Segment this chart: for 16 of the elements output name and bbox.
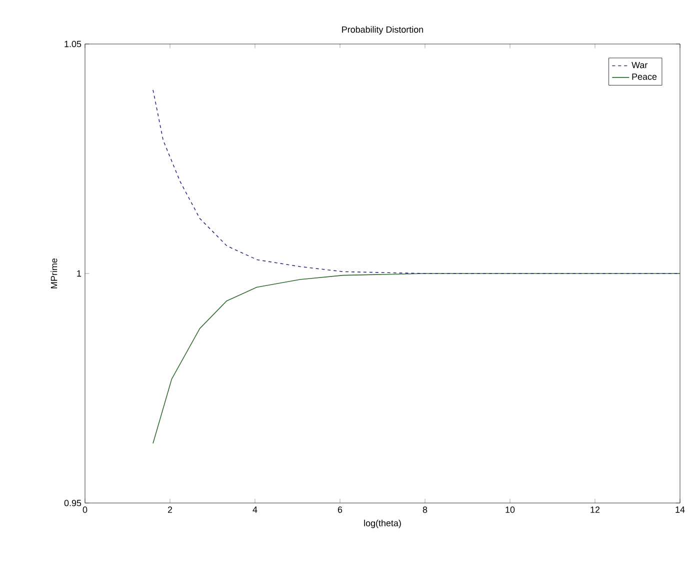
y-tick-label: 0.95 <box>64 500 82 506</box>
x-tick-label: 14 <box>676 506 685 513</box>
x-axis-title: log(theta) <box>364 520 401 528</box>
x-tick-label: 6 <box>338 506 342 513</box>
x-tick-label: 4 <box>252 506 258 513</box>
x-tick-label: 12 <box>590 506 600 513</box>
x-tick-label: 8 <box>422 506 428 513</box>
legend-label: War <box>632 62 648 68</box>
y-axis-title: MPrime <box>50 258 58 288</box>
x-tick-label: 10 <box>506 506 515 513</box>
y-tick-label: 1.05 <box>64 40 82 48</box>
y-tick-label: 1 <box>77 270 82 277</box>
x-tick-label: 0 <box>82 506 88 513</box>
chart-title: Probability Distortion <box>342 26 424 34</box>
x-tick-label: 2 <box>168 506 172 513</box>
legend-label: Peace <box>632 74 657 80</box>
